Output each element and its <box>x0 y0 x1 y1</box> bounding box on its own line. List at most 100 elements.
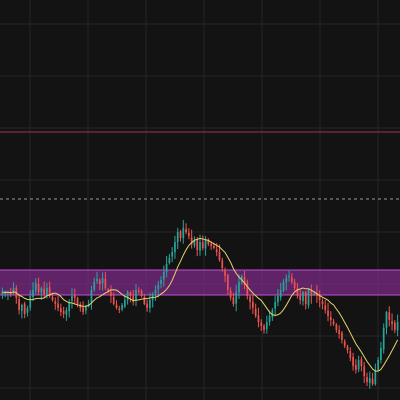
candle-body <box>96 279 98 282</box>
candle-body <box>279 290 282 298</box>
candle-body <box>224 269 226 276</box>
candle-body <box>137 290 140 292</box>
candle-body <box>59 308 62 312</box>
candle-body <box>32 290 34 297</box>
candle-body <box>354 364 357 370</box>
candle-body <box>360 359 363 366</box>
candle-body <box>98 280 101 284</box>
candle-body <box>146 303 148 308</box>
candle-body <box>143 296 146 304</box>
candle-body <box>307 290 310 306</box>
candle-body <box>213 245 215 248</box>
candle-body <box>23 303 26 314</box>
candle-body <box>101 278 104 284</box>
candle-body <box>260 322 263 326</box>
candle-body <box>165 264 168 272</box>
moving-average-line <box>2 237 399 372</box>
candle-body <box>257 315 260 322</box>
candle-body <box>12 288 15 294</box>
candle-body <box>254 308 257 316</box>
candle-body <box>318 295 321 300</box>
candle-body <box>277 296 279 303</box>
candle-body <box>357 360 360 370</box>
candle-body <box>112 297 115 304</box>
candle-body <box>235 292 238 304</box>
candle-body <box>29 296 32 308</box>
candle-body <box>132 296 135 302</box>
candle-body <box>371 378 374 384</box>
candle-body <box>1 292 4 294</box>
candle-body <box>201 242 204 248</box>
candle-body <box>338 330 341 334</box>
candle-body <box>380 348 382 361</box>
candle-body <box>26 308 29 313</box>
candle-body <box>377 360 379 371</box>
candle-body <box>188 232 190 236</box>
candle-body <box>366 377 368 382</box>
candle-body <box>343 341 346 346</box>
candle-body <box>171 252 174 257</box>
zone-band <box>0 270 400 295</box>
candle-body <box>335 324 338 330</box>
candle-body <box>129 292 132 296</box>
candle-body <box>121 305 123 310</box>
candle-body <box>263 325 265 330</box>
candle-body <box>179 231 182 238</box>
candle-body <box>268 316 271 322</box>
candle-body <box>48 287 51 296</box>
candle-body <box>40 288 43 293</box>
candle-body <box>210 244 212 246</box>
candle-body <box>51 296 54 300</box>
candle-body <box>18 299 20 310</box>
candle-body <box>193 240 196 246</box>
candle-body <box>126 292 129 301</box>
candle-body <box>238 282 240 293</box>
candle-body <box>110 291 112 296</box>
candle-body <box>79 304 82 308</box>
candle-body <box>162 272 165 280</box>
candle-body <box>218 251 221 260</box>
candle-body <box>204 240 207 249</box>
candle-body <box>374 370 377 385</box>
candle-body <box>346 346 349 350</box>
candle-body <box>327 310 329 316</box>
candle-body <box>296 287 299 296</box>
candle-body <box>46 288 48 295</box>
candle-body <box>168 258 171 264</box>
candle-body <box>321 301 324 304</box>
candle-body <box>185 229 187 232</box>
candle-body <box>265 322 268 330</box>
candle-body <box>274 302 277 309</box>
candle-body <box>157 285 160 290</box>
candle-body <box>135 290 137 301</box>
candle-body <box>290 277 293 282</box>
candle-body <box>76 297 79 304</box>
candle-body <box>149 300 151 308</box>
candle-body <box>382 328 385 350</box>
candle-body <box>385 312 388 328</box>
candle-body <box>73 294 76 298</box>
candle-body <box>349 351 352 358</box>
candle-body <box>391 321 393 324</box>
candle-body <box>68 302 71 312</box>
candle-body <box>393 322 396 330</box>
candle-body <box>388 312 391 320</box>
candle-body <box>85 306 87 311</box>
candle-body <box>82 307 84 312</box>
candle-body <box>43 288 46 294</box>
candle-body <box>368 378 371 383</box>
candle-body <box>57 303 59 308</box>
candle-body <box>341 332 343 340</box>
candle-body <box>160 280 162 284</box>
candle-body <box>329 317 332 320</box>
candle-body <box>285 278 288 283</box>
candle-body <box>243 277 246 284</box>
candle-body <box>65 310 68 315</box>
candle-body <box>207 239 210 244</box>
candle-body <box>140 290 143 296</box>
candle-body <box>123 300 126 307</box>
candle-body <box>363 366 366 376</box>
